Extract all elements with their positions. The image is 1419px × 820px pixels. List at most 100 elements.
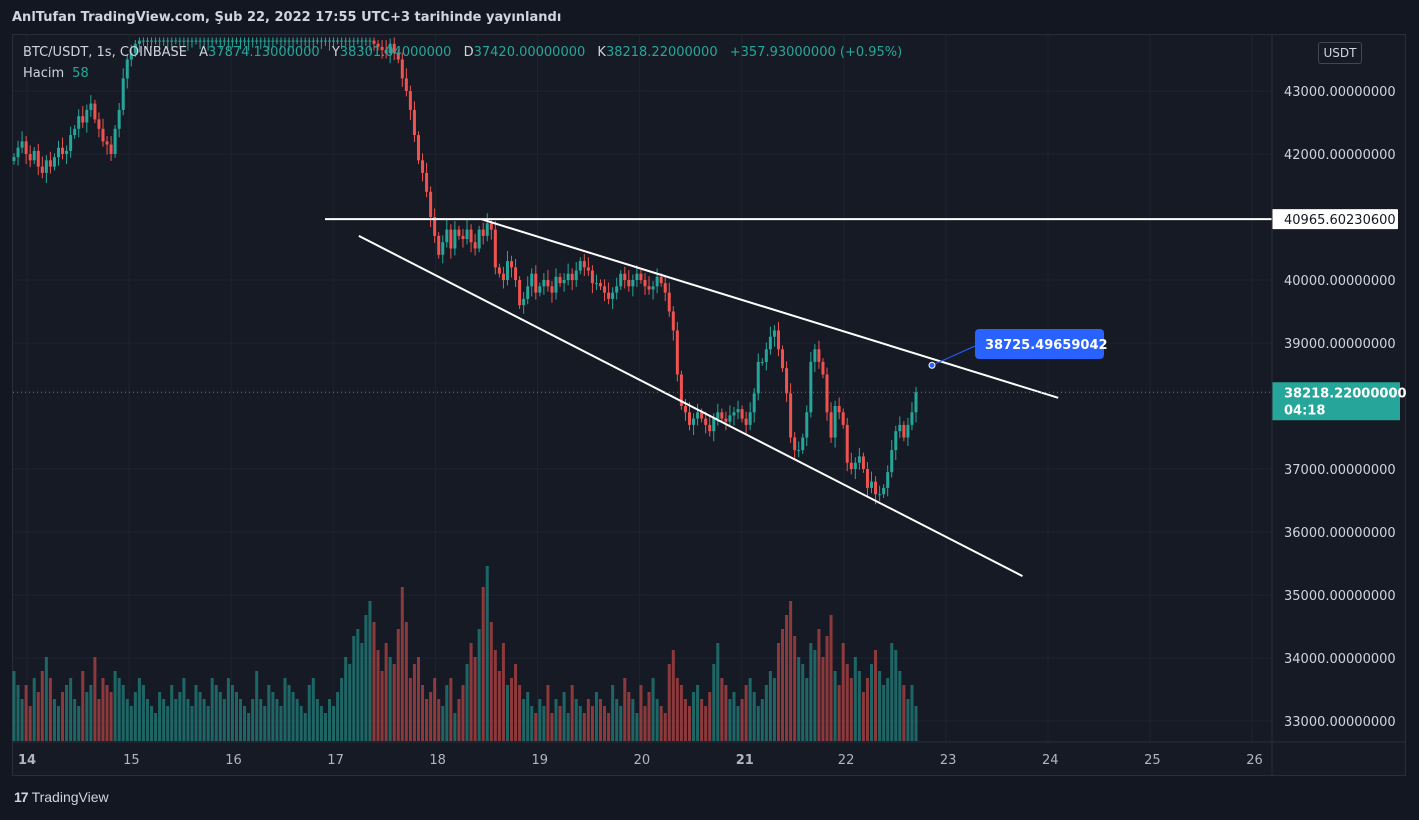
candle-body (174, 40, 178, 42)
volume-bar (841, 643, 845, 741)
candle-body (437, 235, 441, 255)
volume-bar (170, 685, 174, 741)
candle-body (56, 147, 60, 158)
price-tick-label: 35000.00000000 (1284, 589, 1396, 604)
candle-body (105, 141, 109, 145)
candle-body (603, 286, 607, 293)
candle-body (522, 298, 526, 306)
volume-bar (748, 678, 752, 741)
candle-body (396, 53, 400, 60)
candle-body (566, 273, 570, 280)
symbol-label[interactable]: BTC/USDT, 1s, COINBASE (23, 45, 187, 60)
currency-button[interactable]: USDT (1318, 42, 1362, 64)
candle-body (327, 40, 331, 42)
candle-body (582, 261, 586, 268)
volume-bar (716, 643, 720, 741)
volume-bar (97, 699, 101, 741)
candle-body (558, 276, 562, 284)
candle-body (129, 53, 133, 60)
volume-bar (817, 629, 821, 741)
volume-bar (255, 671, 259, 741)
volume-bar (845, 664, 849, 741)
volume-bar (679, 685, 683, 741)
volume-bar (647, 692, 651, 741)
volume-bar (77, 706, 81, 741)
tradingview-brand[interactable]: 17 TradingView (14, 789, 109, 805)
candle-body (360, 40, 364, 42)
volume-bar (882, 685, 886, 741)
volume-bar (360, 643, 364, 741)
candle-body (133, 43, 137, 54)
candle-body (441, 242, 445, 255)
candle-body (416, 135, 420, 161)
candle-body (125, 59, 129, 79)
volume-bar (319, 706, 323, 741)
volume-bar (554, 699, 558, 741)
candle-body (797, 450, 801, 452)
volume-bar (449, 678, 453, 741)
volume-bar (663, 713, 667, 741)
candle-body (740, 409, 744, 419)
candle-body (801, 437, 805, 451)
volume-bar (619, 706, 623, 741)
candle-body (28, 154, 32, 161)
callout-anchor (928, 361, 936, 369)
volume-bar (48, 678, 52, 741)
volume-label[interactable]: Hacim (23, 66, 65, 81)
volume-bar (323, 713, 327, 741)
candle-body (303, 40, 307, 42)
candle-body (388, 43, 392, 54)
volume-bar (700, 699, 704, 741)
volume-bar (44, 657, 48, 741)
candle-body (198, 40, 202, 42)
candle-body (230, 40, 234, 42)
candle-body (687, 412, 691, 425)
volume-bar (69, 678, 73, 741)
current-price-label: 38218.22000000 (1284, 386, 1407, 401)
volume-bar (655, 699, 659, 741)
time-tick-label: 17 (327, 753, 344, 768)
candle-body (218, 40, 222, 42)
candle-body (368, 40, 372, 42)
candle-body (206, 40, 210, 42)
candle-body (319, 40, 323, 42)
candle-body (890, 450, 894, 473)
volume-bar (878, 671, 882, 741)
candle-body (408, 91, 412, 110)
volume-bar (89, 685, 93, 741)
chart-area[interactable] (12, 34, 1406, 776)
volume-bar (295, 699, 299, 741)
volume-bar (93, 657, 97, 741)
candle-body (178, 40, 182, 42)
candle-body (635, 273, 639, 280)
candle-body (121, 78, 125, 110)
candle-body (700, 412, 704, 419)
candle-body (247, 40, 251, 42)
candle-body (311, 40, 315, 42)
candle-body (400, 59, 404, 79)
candle-body (716, 412, 720, 419)
candle-body (477, 229, 481, 249)
volume-bar (651, 678, 655, 741)
volume-bar (776, 643, 780, 741)
candle-body (145, 40, 149, 42)
volume-bar (32, 678, 36, 741)
candle-body (793, 437, 797, 451)
volume-bar (384, 643, 388, 741)
volume-bar (870, 664, 874, 741)
candle-body (239, 40, 243, 42)
volume-bar (473, 657, 477, 741)
volume-bar (210, 678, 214, 741)
candle-body (781, 349, 785, 369)
volume-bar (538, 699, 542, 741)
candle-body (768, 336, 772, 350)
high-value: 38301.04000000 (339, 45, 452, 60)
candle-body (214, 40, 218, 42)
time-tick-label: 16 (225, 753, 242, 768)
candle-body (562, 280, 566, 284)
volume-bar (259, 699, 263, 741)
price-tick-label: 42000.00000000 (1284, 148, 1396, 163)
candle-body (52, 157, 56, 167)
volume-bar (133, 692, 137, 741)
